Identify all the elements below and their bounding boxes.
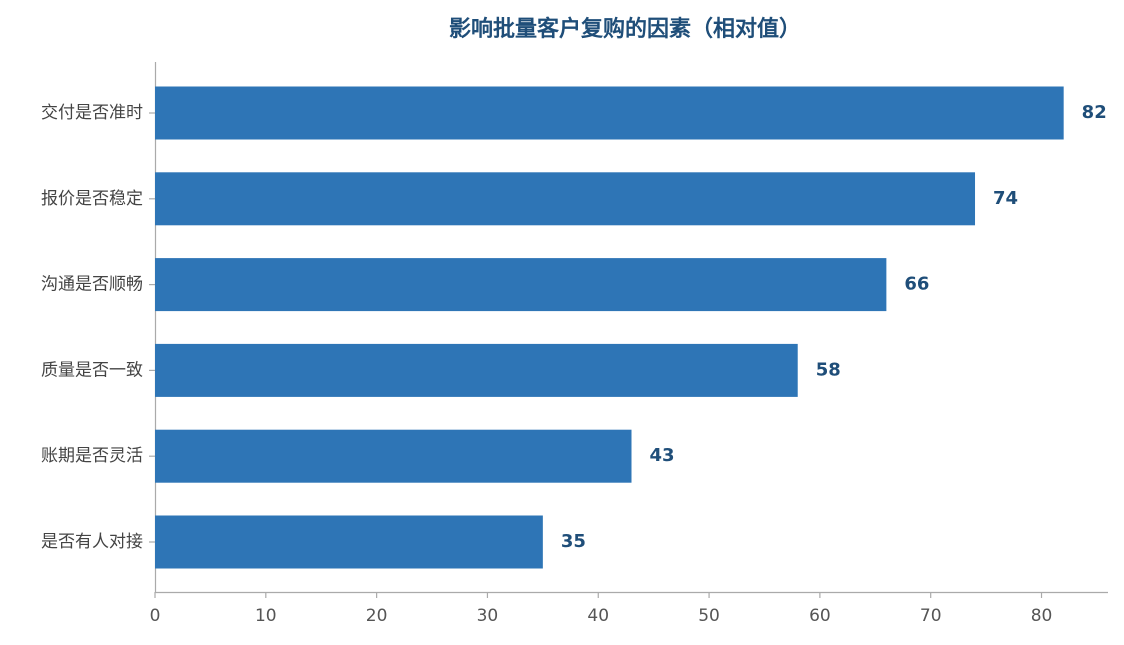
x-tick-label: 10 (255, 606, 277, 626)
y-tick-label: 账期是否灵活 (41, 446, 143, 466)
value-label: 82 (1082, 102, 1107, 123)
y-tick-label: 是否有人对接 (41, 532, 143, 552)
value-label: 58 (816, 359, 841, 380)
y-tick-label: 报价是否稳定 (41, 189, 143, 209)
value-label: 74 (993, 188, 1018, 209)
x-tick-label: 80 (1031, 606, 1053, 626)
value-label: 43 (650, 445, 675, 466)
x-tick-label: 20 (366, 606, 388, 626)
bar (155, 343, 798, 397)
bar (155, 515, 543, 569)
bar (155, 258, 887, 312)
x-tick-label: 0 (150, 606, 161, 626)
x-tick-label: 60 (809, 606, 831, 626)
y-tick-label: 质量是否一致 (41, 360, 143, 380)
x-tick-label: 40 (587, 606, 609, 626)
bar (155, 172, 976, 226)
x-tick-label: 30 (477, 606, 499, 626)
y-tick-label: 沟通是否顺畅 (41, 275, 143, 295)
chart-title: 影响批量客户复购的因素（相对值） (449, 16, 801, 42)
value-label: 35 (561, 531, 586, 552)
x-tick-label: 70 (920, 606, 942, 626)
y-tick-label: 交付是否准时 (41, 103, 143, 123)
bar (155, 429, 632, 483)
bar (155, 86, 1064, 140)
x-tick-label: 50 (698, 606, 720, 626)
value-label: 66 (904, 274, 929, 295)
